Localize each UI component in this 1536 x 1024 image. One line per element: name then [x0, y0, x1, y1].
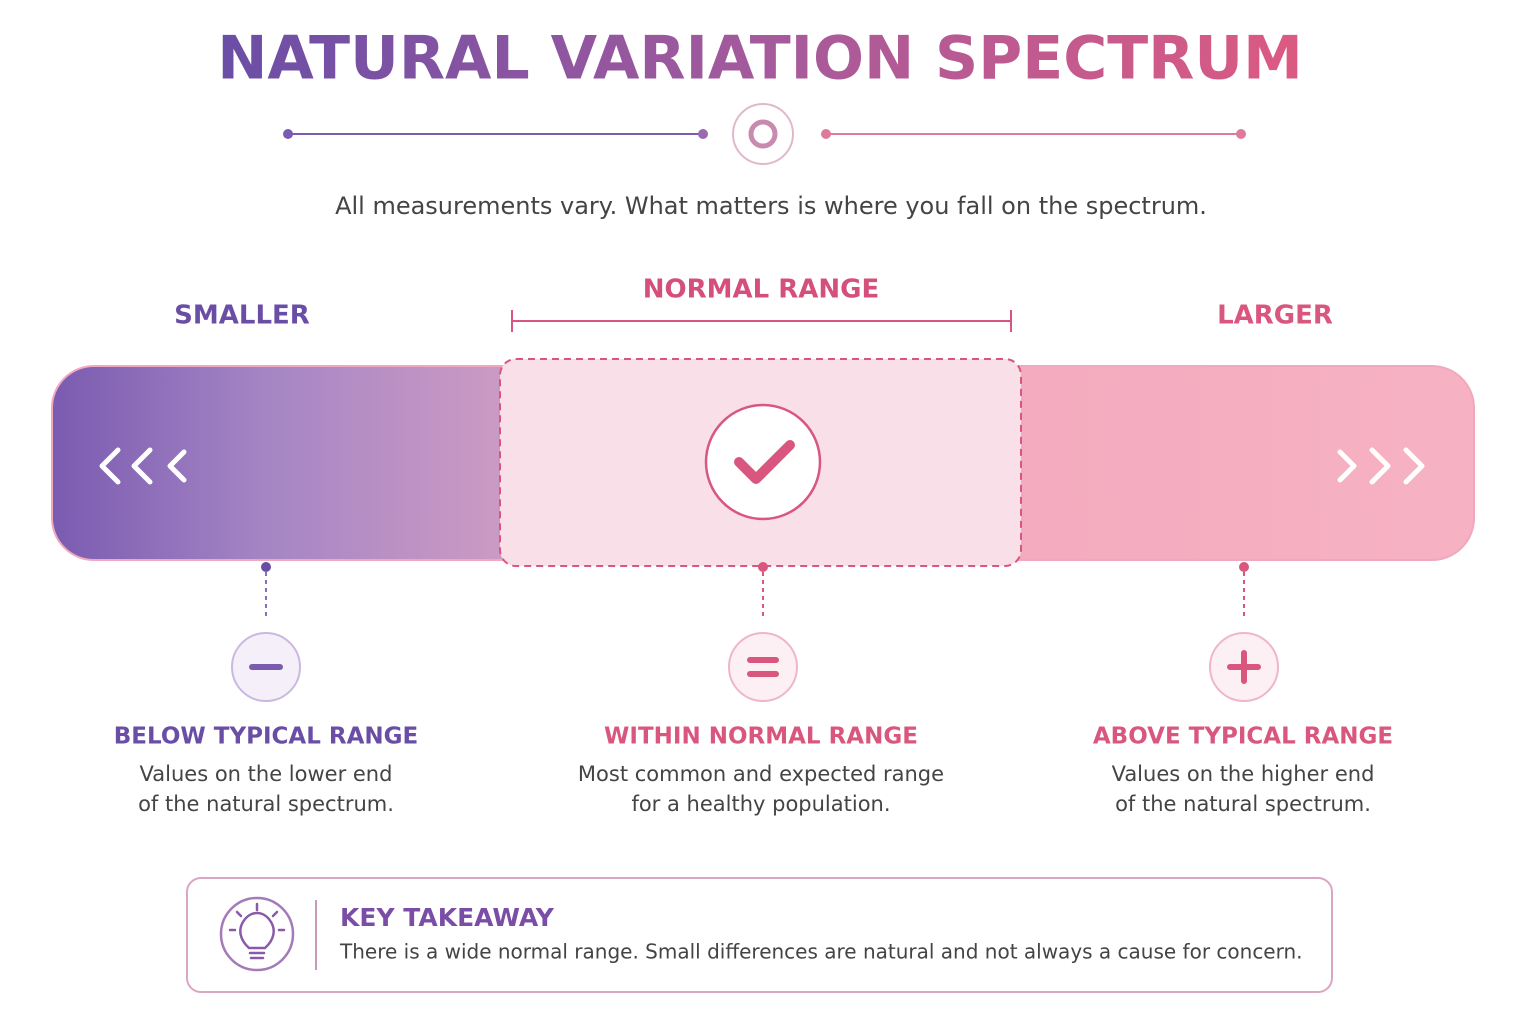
takeaway-box	[186, 877, 1333, 993]
column-text: of the natural spectrum.	[1115, 792, 1371, 816]
column-text: for a healthy population.	[631, 792, 890, 816]
column-text: Values on the lower end	[140, 762, 393, 786]
status-icons	[231, 632, 1279, 702]
bulb-icon	[219, 896, 295, 972]
center-label: NORMAL RANGE	[643, 275, 880, 305]
range-bracket	[511, 310, 1012, 332]
column-text: Most common and expected range	[578, 762, 944, 786]
column-heading: ABOVE TYPICAL RANGE	[1093, 724, 1393, 750]
title-divider	[283, 103, 1246, 165]
right-label: LARGER	[1217, 301, 1333, 331]
subtitle: All measurements vary. What matters is w…	[335, 192, 1207, 220]
takeaway-text: There is a wide normal range. Small diff…	[339, 940, 1303, 964]
column-text: Values on the higher end	[1112, 762, 1375, 786]
left-label: SMALLER	[174, 301, 310, 331]
column-heading: WITHIN NORMAL RANGE	[604, 724, 918, 750]
column-text: of the natural spectrum.	[138, 792, 394, 816]
column-heading: BELOW TYPICAL RANGE	[114, 724, 418, 750]
check-icon	[704, 403, 822, 521]
connectors	[261, 562, 1249, 616]
chevrons	[99, 447, 1425, 485]
title: NATURAL VARIATION SPECTRUM	[217, 24, 1303, 94]
takeaway-heading: KEY TAKEAWAY	[340, 903, 555, 932]
